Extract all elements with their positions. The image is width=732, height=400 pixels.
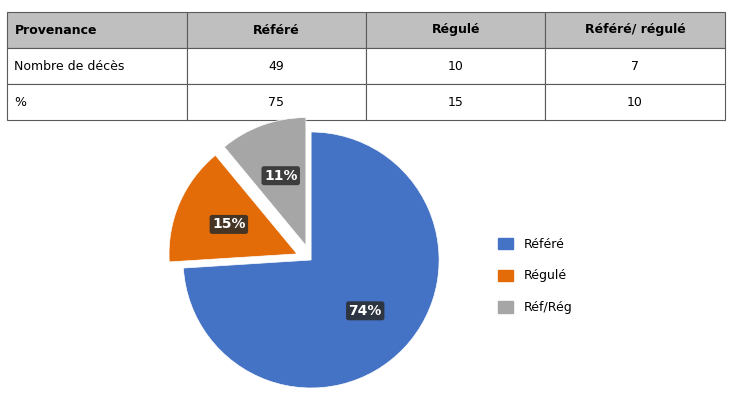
Bar [545,12,725,48]
Text: Régulé: Régulé [431,24,480,36]
Wedge shape [183,132,439,388]
Bar [366,84,545,120]
Text: 10: 10 [448,60,463,72]
Text: 75: 75 [269,96,284,108]
Text: 11%: 11% [264,169,297,183]
Text: 7: 7 [631,60,639,72]
Text: %: % [15,96,26,108]
Bar [7,48,187,84]
Text: 74%: 74% [348,304,382,318]
Bar [545,84,725,120]
Bar [187,12,366,48]
Text: Provenance: Provenance [15,24,97,36]
Bar [187,48,366,84]
Bar [366,12,545,48]
Text: Nombre de décès: Nombre de décès [15,60,125,72]
Text: 10: 10 [627,96,643,108]
Bar [545,48,725,84]
Bar [7,84,187,120]
Text: Référé/ régulé: Référé/ régulé [585,24,685,36]
Wedge shape [169,155,297,262]
Bar [7,12,187,48]
Text: 49: 49 [269,60,284,72]
Text: 15%: 15% [212,218,246,232]
Legend: Référé, Régulé, Réf/Rég: Référé, Régulé, Réf/Rég [493,233,577,319]
Wedge shape [224,118,306,246]
Text: 15: 15 [448,96,463,108]
Bar [366,48,545,84]
Text: Référé: Référé [253,24,299,36]
Bar [187,84,366,120]
